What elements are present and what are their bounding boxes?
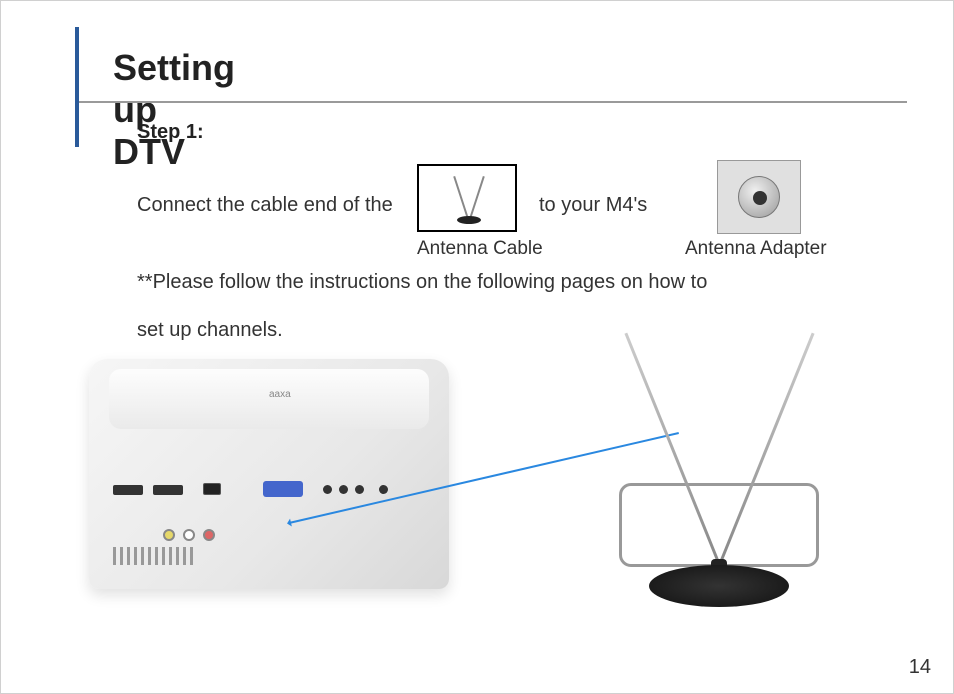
audio-jack-icon (355, 485, 364, 494)
antenna-cable-caption: Antenna Cable (417, 238, 517, 260)
content-area: Step 1: Connect the cable end of the Ant… (137, 121, 897, 272)
projector-brand-label: aaxa (269, 389, 291, 400)
antenna-cable-image (417, 164, 517, 232)
projector-top-surface: aaxa (109, 369, 429, 429)
audio-jack-icon (379, 485, 388, 494)
header-horizontal-rule (79, 101, 907, 103)
antenna-loop (619, 483, 819, 567)
projector-image: aaxa (89, 359, 449, 589)
antenna-image (519, 297, 879, 627)
page-number: 14 (909, 656, 931, 679)
audio-jack-icon (339, 485, 348, 494)
antenna-adapter-image (717, 160, 801, 234)
usb-port-icon (203, 483, 221, 495)
antenna-adapter-inline-figure: Antenna Adapter (711, 160, 807, 260)
header-vertical-rule (75, 27, 79, 147)
hdmi-port-2-icon (153, 485, 183, 495)
hdmi-port-icon (113, 485, 143, 495)
instruction-text-before: Connect the cable end of the (137, 194, 393, 217)
vent-slots (113, 547, 193, 567)
instruction-text-after: to your M4's (539, 194, 647, 217)
note-line-2: set up channels. (137, 319, 283, 342)
step-1-instruction: Connect the cable end of the Antenna Cab… (137, 162, 897, 272)
note-line-1: **Please follow the instructions on the … (137, 271, 707, 294)
antenna-adapter-icon (738, 176, 780, 218)
audio-jack-icon (323, 485, 332, 494)
antenna-cable-inline-figure: Antenna Cable (417, 164, 517, 260)
vga-port-icon (263, 481, 303, 497)
diagram-row: aaxa (89, 347, 909, 637)
rca-ports (163, 529, 215, 541)
step-1-label: Step 1: (137, 121, 897, 144)
projector-rear-panel (113, 477, 425, 567)
antenna-cable-icon (419, 166, 515, 230)
antenna-base (649, 565, 789, 607)
antenna-adapter-caption: Antenna Adapter (685, 238, 781, 260)
